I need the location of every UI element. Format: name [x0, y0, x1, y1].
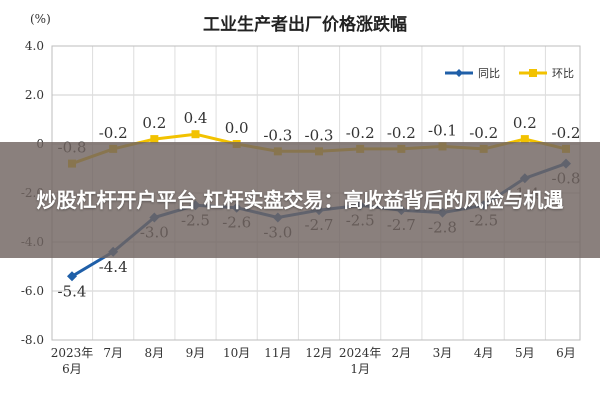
x-tick-label: 2月 — [392, 346, 412, 360]
x-tick-label: 7月 — [103, 346, 123, 360]
data-label: -0.1 — [428, 121, 457, 139]
legend-label: 同比 — [478, 67, 500, 80]
x-tick-label: 6月 — [556, 346, 576, 360]
y-tick-label: 4.0 — [25, 39, 44, 53]
data-label: 0.2 — [513, 114, 537, 132]
x-tick-label: 3月 — [433, 346, 453, 360]
data-label: 0.0 — [225, 119, 249, 137]
data-label: -0.2 — [469, 124, 498, 142]
x-tick-label: 8月 — [145, 346, 165, 360]
data-label: 0.2 — [142, 114, 166, 132]
x-tick-label: 5月 — [515, 346, 535, 360]
data-label: -5.4 — [58, 282, 87, 300]
y-tick-label: 2.0 — [25, 88, 44, 102]
x-tick-label: 4月 — [474, 346, 494, 360]
data-label: -0.2 — [99, 124, 128, 142]
x-tick-label: 2024年 1月 — [339, 346, 382, 376]
data-point — [520, 135, 529, 144]
x-tick-label: 9月 — [186, 346, 206, 360]
data-label: -0.3 — [263, 126, 292, 144]
legend: 同比 环比 — [445, 67, 574, 80]
data-label: -4.4 — [99, 258, 128, 276]
data-label: -0.2 — [387, 124, 416, 142]
headline-banner: 炒股杠杆开户平台 杠杆实盘交易：高收益背后的风险与机遇 — [0, 142, 600, 258]
chart-title: 工业生产者出厂价格涨跌幅 — [203, 14, 407, 35]
data-label: 0.4 — [184, 109, 208, 127]
x-tick-label: 2023年 6月 — [51, 346, 94, 376]
headline-text[interactable]: 炒股杠杆开户平台 杠杆实盘交易：高收益背后的风险与机遇 — [36, 188, 564, 212]
data-point — [191, 130, 200, 139]
data-label: -0.2 — [346, 124, 375, 142]
data-label: -0.2 — [552, 124, 581, 142]
x-tick-label: 10月 — [223, 346, 250, 360]
y-tick-label: -6.0 — [21, 284, 44, 298]
y-tick-label: -8.0 — [21, 333, 44, 347]
legend-label: 环比 — [552, 67, 574, 80]
x-tick-label: 11月 — [264, 346, 291, 360]
data-label: -0.3 — [305, 126, 334, 144]
data-point — [67, 271, 77, 282]
y-axis-unit: (%) — [30, 12, 51, 26]
x-tick-label: 12月 — [305, 346, 332, 360]
data-point — [150, 135, 159, 144]
